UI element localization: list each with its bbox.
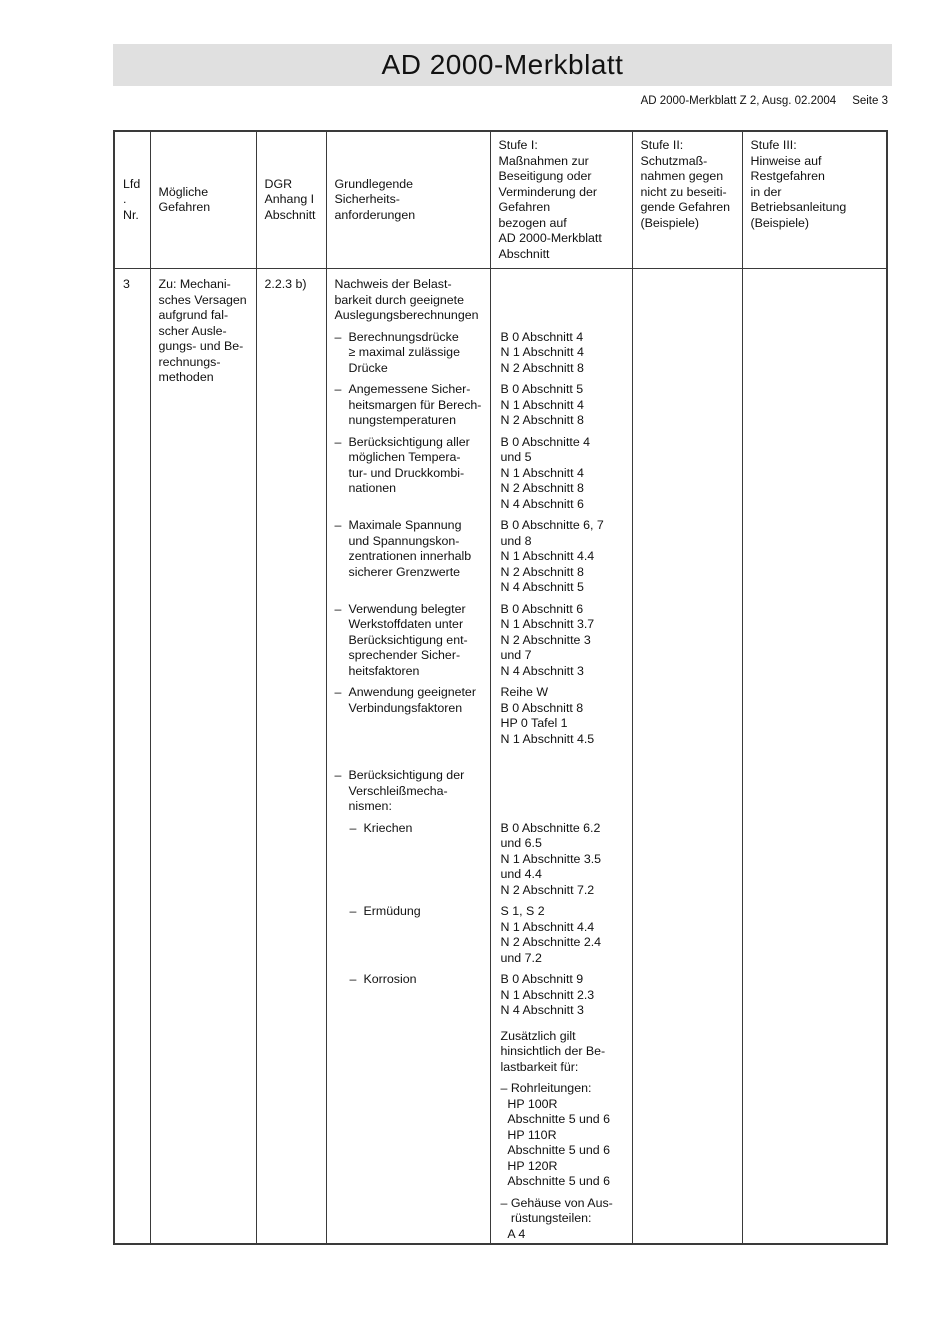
requirement-bullet: – Verwendung belegter Werkstoffdaten unte… <box>335 602 485 680</box>
table-body-row: – Maximale Spannung und Spannungskon- zen… <box>114 513 887 597</box>
requirement-bullet: – Berechnungsdrücke ≥ maximal zulässige D… <box>335 330 485 377</box>
requirement-bullet: – Korrosion <box>335 972 485 988</box>
document-title: AD 2000-Merkblatt <box>381 49 624 80</box>
stufe1-reference-cell: S 1, S 2 N 1 Abschnitt 4.4 N 2 Abschnitt… <box>489 899 633 967</box>
bullet-dash: – <box>334 768 342 782</box>
page-number: Seite 3 <box>852 95 888 107</box>
requirement-cell <box>325 1190 491 1244</box>
header-cell-dgr-anhang: DGR Anhang I Abschnitt <box>255 130 327 269</box>
requirement-text: Angemessene Sicher- heitsmargen für Bere… <box>348 382 482 427</box>
table-body-row: – Anwendung geeigneter Verbindungsfaktore… <box>114 680 887 748</box>
title-band: AD 2000-Merkblatt <box>113 44 892 86</box>
requirement-text: Berücksichtigung der Verschleißmecha- ni… <box>348 768 465 813</box>
requirement-cell: – Angemessene Sicher- heitsmargen für Ber… <box>325 377 491 430</box>
requirement-cell: – Verwendung belegter Werkstoffdaten unte… <box>325 596 491 680</box>
requirement-cell <box>325 1019 491 1076</box>
requirement-bullet: – Ermüdung <box>335 904 485 920</box>
header-cell-stufe-3: Stufe III: Hinweise auf Restgefahren in … <box>741 130 888 269</box>
stufe1-reference-cell <box>489 268 633 325</box>
table-body-row: – Korrosion B 0 Abschnitt 9 N 1 Abschnitt … <box>114 967 887 1020</box>
stufe1-reference-cell: B 0 Abschnitte 6, 7 und 8 N 1 Abschnitt … <box>489 513 633 597</box>
table-body-row: – Ermüdung S 1, S 2 N 1 Abschnitt 4.4 N 2 … <box>114 899 887 967</box>
header-cell-stufe-2: Stufe II: Schutzmaß- nahmen gegen nicht … <box>631 130 743 269</box>
stufe2-measures-cell <box>631 268 743 1245</box>
requirement-text: Berechnungsdrücke ≥ maximal zulässige Dr… <box>348 329 460 375</box>
requirement-cell: – Berücksichtigung aller möglichen Temper… <box>325 429 491 513</box>
requirement-cell: Nachweis der Belast- barkeit durch geeig… <box>325 268 491 325</box>
requirement-text: Ermüdung <box>363 904 421 918</box>
bullet-dash: – <box>349 972 357 986</box>
table-body-row: 3 Zu: Mechani- sches Versagen aufgrund fa… <box>113 268 888 1245</box>
bullet-dash: – <box>334 434 342 449</box>
table-header-row: Lfd. Nr. Mögliche Gefahren DGR Anhang I … <box>113 130 888 269</box>
header-cell-stufe-1: Stufe I: Maßnahmen zur Beseitigung oder … <box>489 130 633 269</box>
bullet-dash: – <box>334 329 342 344</box>
requirement-bullet: – Berücksichtigung der Verschleißmecha- n… <box>335 768 485 815</box>
header-cell-grundlegende-anforderungen: Grundlegende Sicherheits- anforderungen <box>325 130 491 269</box>
requirement-cell: – Korrosion <box>325 967 491 1020</box>
table-body-row: – Kriechen B 0 Abschnitte 6.2 und 6.5 N 1 … <box>114 815 887 899</box>
bullet-dash: – <box>334 382 342 396</box>
stufe1-reference-cell: B 0 Abschnitt 4 N 1 Abschnitt 4 N 2 Absc… <box>489 324 633 377</box>
stufe1-reference-cell <box>489 748 633 816</box>
requirement-bullet: – Angemessene Sicher- heitsmargen für Ber… <box>335 382 485 429</box>
stufe1-reference-cell: B 0 Abschnitt 5 N 1 Abschnitt 4 N 2 Absc… <box>489 377 633 430</box>
requirement-text: Kriechen <box>363 820 413 835</box>
header-cell-lfd-nr: Lfd. Nr. <box>113 130 151 269</box>
requirement-cell: – Kriechen <box>325 815 491 899</box>
stufe1-reference-cell: Zusätzlich gilt hinsichtlich der Be- las… <box>489 1019 633 1076</box>
requirement-bullet: – Anwendung geeigneter Verbindungsfaktore… <box>335 685 485 716</box>
table-body-row: – Gehäuse von Aus- rüstungsteilen: A 4 <box>114 1190 887 1244</box>
stufe1-reference-cell: Reihe W B 0 Abschnitt 8 HP 0 Tafel 1 N 1… <box>489 680 633 748</box>
table-body-row: – Angemessene Sicher- heitsmargen für Ber… <box>114 377 887 430</box>
table-body-row: Zusätzlich gilt hinsichtlich der Be- las… <box>114 1019 887 1076</box>
header-cell-moegliche-gefahren: Mögliche Gefahren <box>149 130 257 269</box>
table-body-row: – Rohrleitungen: HP 100R Abschnitte 5 un… <box>114 1076 887 1191</box>
requirement-bullet: – Maximale Spannung und Spannungskon- zen… <box>335 518 485 580</box>
bullet-dash: – <box>334 601 342 616</box>
hazard-analysis-table: Lfd. Nr. Mögliche Gefahren DGR Anhang I … <box>113 130 888 1245</box>
bullet-dash: – <box>349 904 357 918</box>
requirement-bullet: – Berücksichtigung aller möglichen Temper… <box>335 435 485 497</box>
stufe1-reference-cell: B 0 Abschnitt 9 N 1 Abschnitt 2.3 N 4 Ab… <box>489 967 633 1020</box>
requirement-text: Korrosion <box>363 972 417 986</box>
stufe1-reference-cell: B 0 Abschnitte 6.2 und 6.5 N 1 Abschnitt… <box>489 815 633 899</box>
table-body-row: – Berücksichtigung der Verschleißmecha- n… <box>114 748 887 816</box>
table-body-row: – Verwendung belegter Werkstoffdaten unte… <box>114 596 887 680</box>
row-number-cell: 3 <box>113 268 151 1245</box>
requirement-text: Berücksichtigung aller möglichen Tempera… <box>348 434 470 496</box>
requirement-cell: – Maximale Spannung und Spannungskon- zen… <box>325 513 491 597</box>
requirement-cell: – Berechnungsdrücke ≥ maximal zulässige D… <box>325 324 491 377</box>
bullet-dash: – <box>349 820 357 835</box>
stufe3-hints-cell <box>741 268 888 1245</box>
dgr-section-cell: 2.2.3 b) <box>255 268 327 1245</box>
hazard-description-cell: Zu: Mechani- sches Versagen aufgrund fal… <box>149 268 257 1245</box>
bullet-dash: – <box>334 685 342 699</box>
requirement-bullet: – Kriechen <box>335 821 485 837</box>
table-body-row: – Berücksichtigung aller möglichen Temper… <box>114 429 887 513</box>
requirement-text: Maximale Spannung und Spannungskon- zent… <box>348 518 472 579</box>
requirement-cell: – Berücksichtigung der Verschleißmecha- n… <box>325 748 491 816</box>
requirement-text: Verwendung belegter Werkstoffdaten unter… <box>348 601 468 678</box>
bullet-dash: – <box>334 518 342 532</box>
doc-ref-text: AD 2000-Merkblatt Z 2, Ausg. 02.2004 <box>640 95 837 107</box>
stufe1-reference-cell: – Rohrleitungen: HP 100R Abschnitte 5 un… <box>489 1076 633 1191</box>
stufe1-reference-cell: – Gehäuse von Aus- rüstungsteilen: A 4 <box>489 1190 633 1244</box>
stufe1-reference-cell: B 0 Abschnitt 6 N 1 Abschnitt 3.7 N 2 Ab… <box>489 596 633 680</box>
requirement-cell: – Anwendung geeigneter Verbindungsfaktore… <box>325 680 491 748</box>
table-body-row: – Berechnungsdrücke ≥ maximal zulässige D… <box>114 324 887 377</box>
requirement-cell: – Ermüdung <box>325 899 491 967</box>
document-reference-line: AD 2000-Merkblatt Z 2, Ausg. 02.2004 Seit… <box>113 94 888 108</box>
requirement-cell <box>325 1076 491 1191</box>
stufe1-reference-cell: B 0 Abschnitte 4 und 5 N 1 Abschnitt 4 N… <box>489 429 633 513</box>
requirement-intro-text: Nachweis der Belast- barkeit durch geeig… <box>334 277 479 322</box>
requirement-text: Anwendung geeigneter Verbindungsfaktoren <box>348 685 476 715</box>
